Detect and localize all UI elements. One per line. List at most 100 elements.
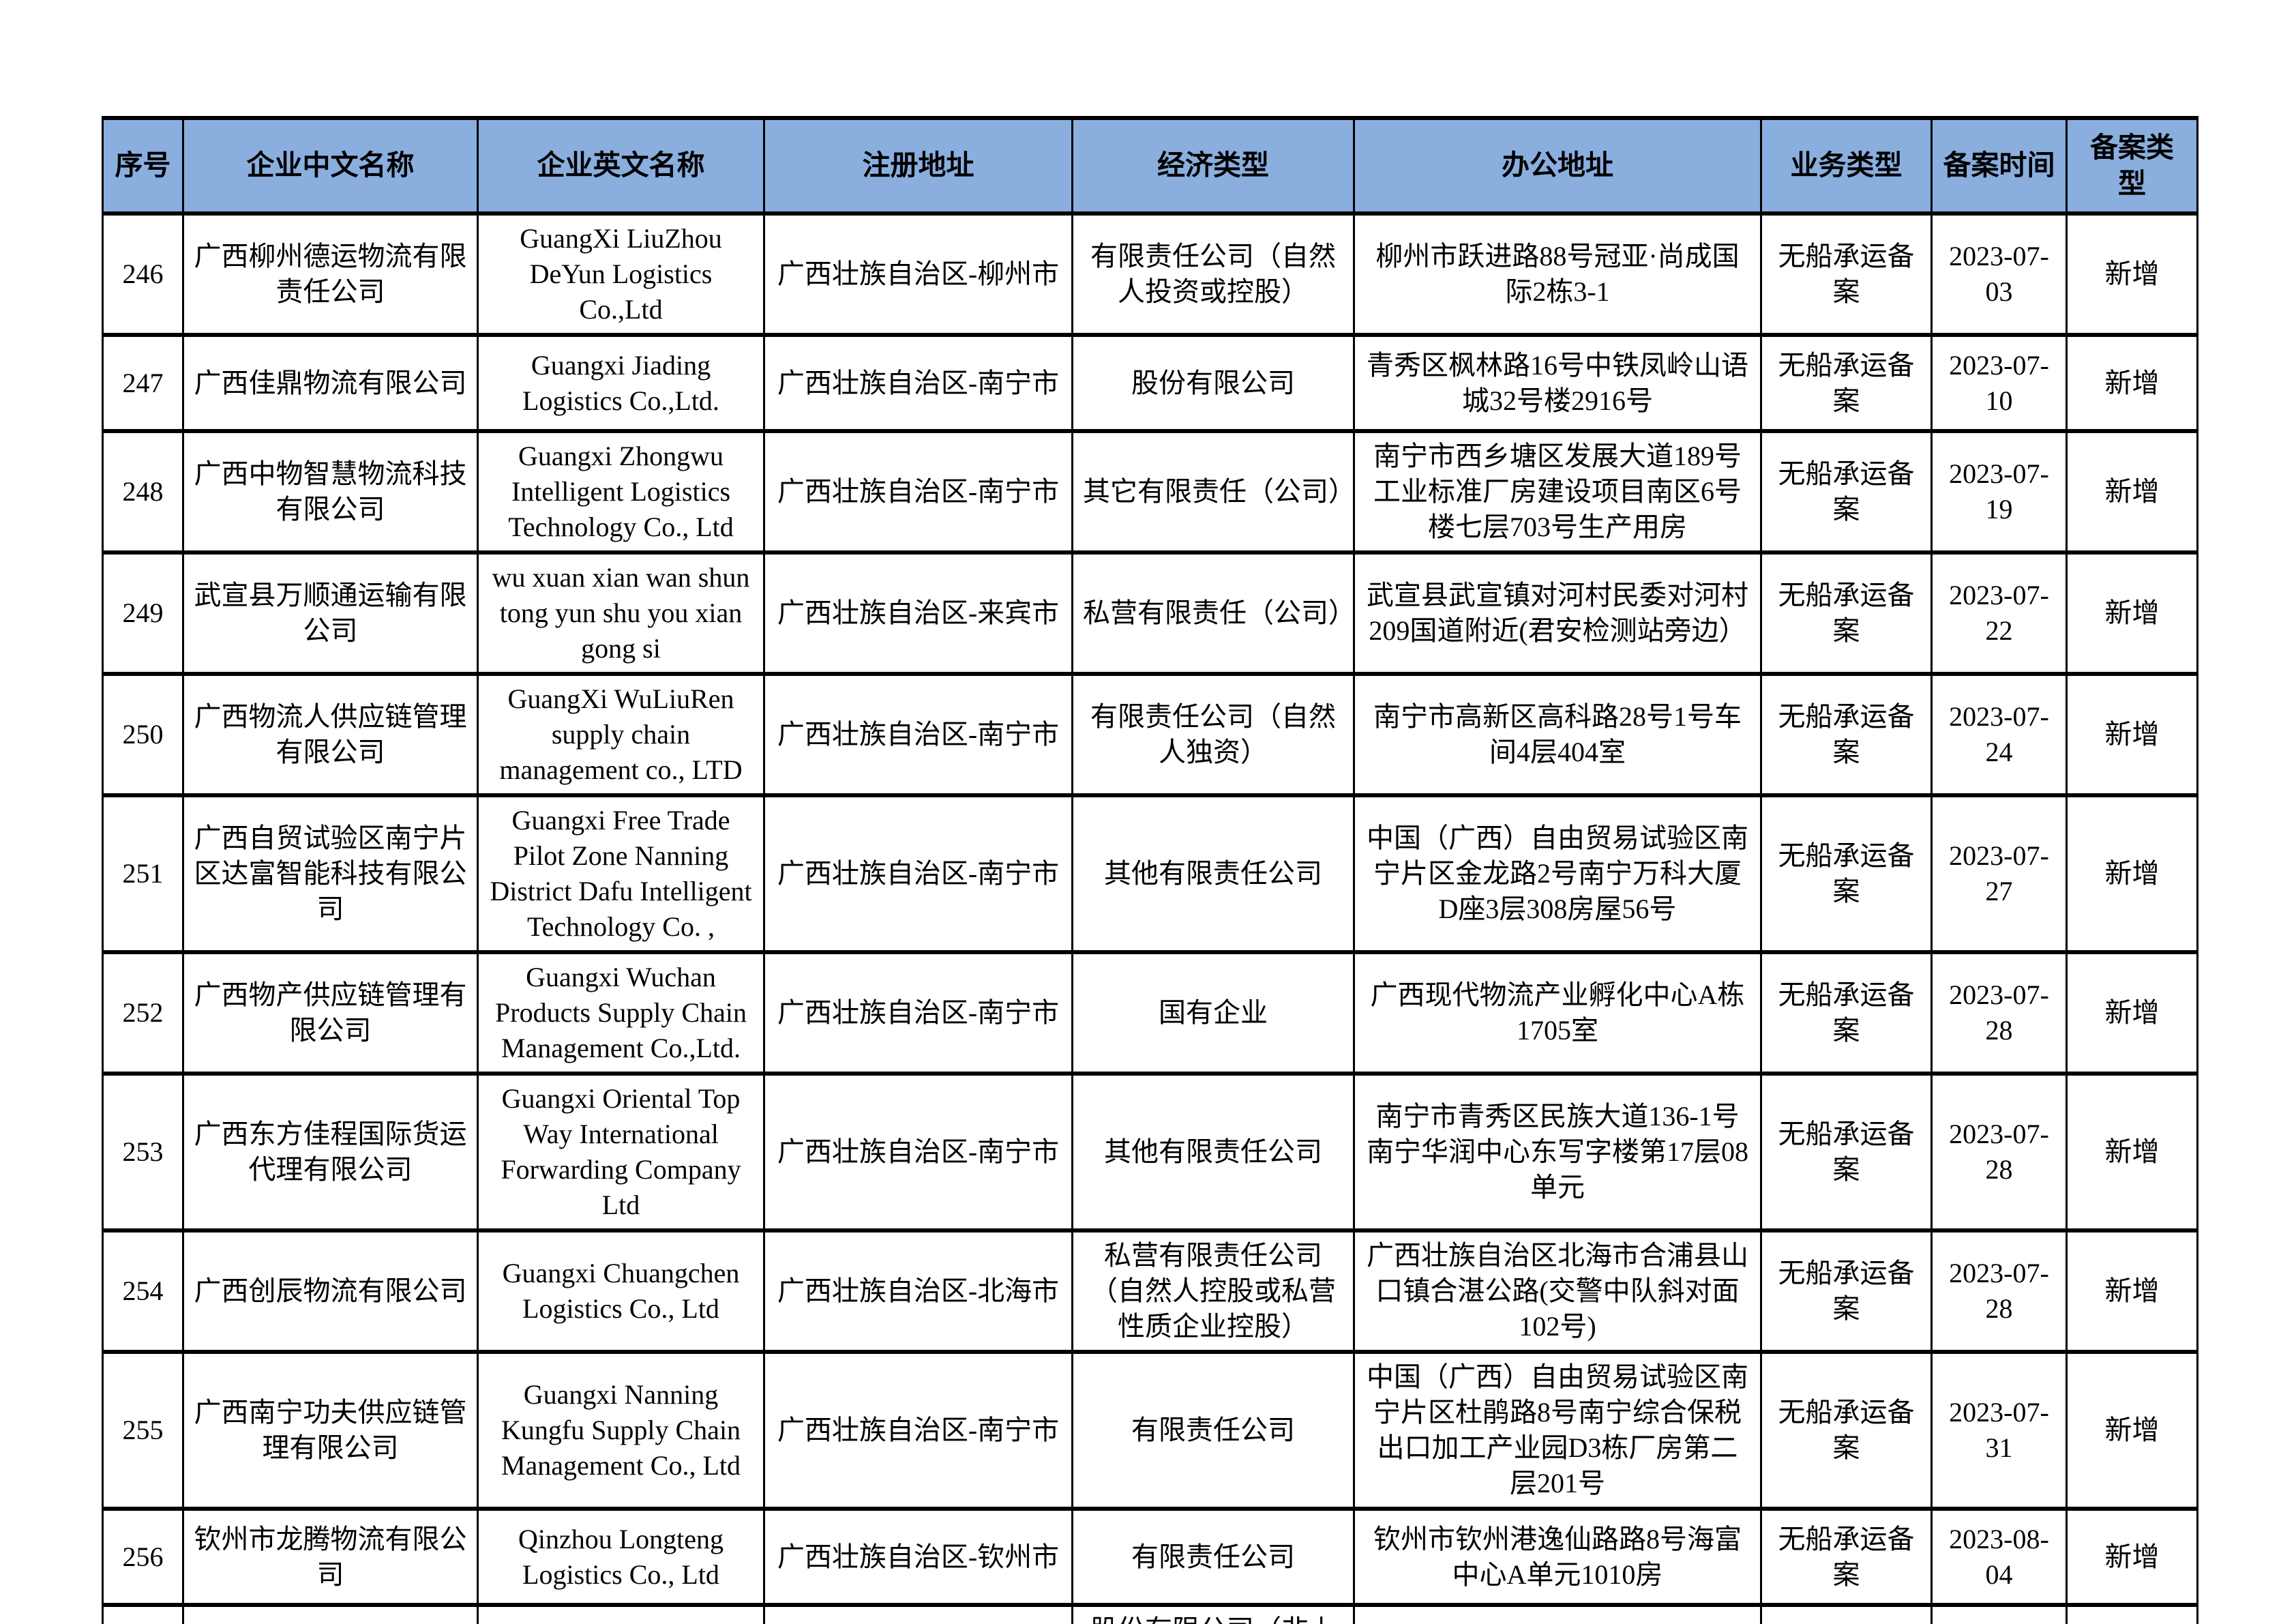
cell-economic-type: 有限责任公司（自然人投资或控股） [1071,211,1355,337]
table-row: 251 广西自贸试验区南宁片区达富智能科技有限公司 Guangxi Free Tra… [102,793,2198,954]
cell-business-type: 无船承运备案 [1760,793,1933,954]
cell-filing-date: 2023-07-27 [1930,793,2068,954]
cell-office-address: 钦州市钦州港逸仙路路8号海富中心A单元1010房 [1353,1507,1762,1607]
cell-office-address: 武宣县武宣镇对河村民委对河村209国道附近(君安检测站旁边） [1353,550,1762,676]
cell-business-type: 无船承运备案 [1760,1228,1933,1354]
column-header-office-address: 办公地址 [1353,116,1762,216]
company-registry-table-container: 序号 企业中文名称 企业英文名称 注册地址 经济类型 办公地址 业务类型 备案时间 备案类型 2… [102,116,2198,1624]
cell-filing-date: 2023-07-31 [1930,1350,2068,1511]
cell-company-en: GuangXi LiuZhou DeYun Logistics Co.,Ltd [477,211,765,337]
cell-company-en: Guangxi Nanning Kungfu Supply Chain Mana… [477,1350,765,1511]
cell-filing-type: 新增 [2066,1507,2198,1607]
column-header-registered-address: 注册地址 [763,116,1073,216]
cell-registered-address: 广西壮族自治区-柳州市 [763,211,1073,337]
cell-company-en: Guangxi Chuangchen Logistics Co., Ltd [477,1228,765,1354]
cell-registered-address: 广西壮族自治区-南宁市 [763,1603,1073,1624]
table-row: 252 广西物产供应链管理有限公司 Guangxi Wuchan Products … [102,950,2198,1076]
cell-registered-address: 广西壮族自治区-南宁市 [763,333,1073,433]
cell-registered-address: 广西壮族自治区-南宁市 [763,950,1073,1076]
cell-company-en: Guangxi Zhongwu Intelligent Logistics Te… [477,429,765,555]
cell-filing-type: 新增 [2066,1350,2198,1511]
table-row: 253 广西东方佳程国际货运代理有限公司 Guangxi Oriental Top … [102,1072,2198,1232]
cell-filing-type: 新增 [2066,1228,2198,1354]
cell-company-en: GuangXi WuLiuRen supply chain management… [477,672,765,797]
cell-economic-type: 其他有限责任公司 [1071,1072,1355,1232]
cell-business-type: 无船承运备案 [1760,672,1933,797]
cell-company-cn: 广西中物智慧物流科技有限公司 [182,429,479,555]
cell-business-type: 无船承运备案 [1760,333,1933,433]
cell-index: 249 [102,550,184,676]
cell-economic-type: 其它有限责任（公司） [1071,429,1356,555]
header-row: 序号 企业中文名称 企业英文名称 注册地址 经济类型 办公地址 业务类型 备案时间 备案类型 [102,116,2198,216]
cell-registered-address: 广西壮族自治区-来宾市 [763,550,1073,676]
table-row: 256 钦州市龙腾物流有限公司 Qinzhou Longteng Logistics… [102,1507,2198,1607]
cell-office-address: 南宁市青秀区东葛路118号南宁青秀万达广场西2栋2601号 [1353,1603,1762,1624]
table-row: 250 广西物流人供应链管理有限公司 GuangXi WuLiuRen supply… [102,672,2198,797]
cell-company-cn: 广西物流人供应链管理有限公司 [182,672,479,797]
cell-filing-type: 新增 [2066,211,2198,337]
cell-economic-type: 有限责任公司 [1071,1350,1355,1511]
cell-company-en: wu xuan xian wan shun tong yun shu you x… [477,550,765,676]
cell-index: 251 [102,793,184,954]
cell-company-en: Guangxi Jiading Logistics Co.,Ltd. [477,333,765,433]
table-row: 257南宁汇昇供应链有限公司Nanning Marka Logistics Co… [102,1603,2198,1624]
cell-office-address: 南宁市青秀区民族大道136-1号南宁华润中心东写字楼第17层08单元 [1353,1072,1762,1232]
cell-company-cn: 广西自贸试验区南宁片区达富智能科技有限公司 [182,793,479,954]
cell-company-en: Guangxi Wuchan Products Supply Chain Man… [477,950,765,1076]
cell-company-cn: 广西东方佳程国际货运代理有限公司 [182,1072,479,1232]
cell-filing-date: 2023-07-28 [1930,950,2068,1076]
cell-filing-date: 2023-08-04 [1930,1507,2068,1607]
table-body: 246 广西柳州德运物流有限责任公司 GuangXi LiuZhou DeYun L… [102,211,2198,1624]
cell-filing-date: 2023-07-28 [1930,1072,2068,1232]
cell-registered-address: 广西壮族自治区-钦州市 [763,1507,1073,1607]
cell-index: 256 [102,1507,184,1607]
column-header-index: 序号 [102,116,184,216]
cell-company-en: Guangxi Free Trade Pilot Zone Nanning Di… [477,793,765,954]
cell-business-type: 无船承运备案 [1760,1603,1933,1624]
cell-filing-type: 新增 [2066,333,2198,433]
cell-company-cn: 广西柳州德运物流有限责任公司 [182,211,479,337]
table-row: 249 武宣县万顺通运输有限公司 wu xuan xian wan shun ton… [102,550,2198,676]
cell-index: 253 [102,1072,184,1232]
cell-economic-type: 股份有限公司 [1071,333,1355,433]
table-header: 序号 企业中文名称 企业英文名称 注册地址 经济类型 办公地址 业务类型 备案时间 备案类型 [102,116,2198,216]
cell-filing-date: 2023-07-22 [1930,550,2068,676]
cell-office-address: 广西现代物流产业孵化中心A栋1705室 [1353,950,1762,1076]
cell-company-en: Guangxi Oriental Top Way International F… [477,1072,765,1232]
cell-office-address: 南宁市高新区高科路28号1号车间4层404室 [1353,672,1762,797]
cell-business-type: 无船承运备案 [1760,211,1933,337]
column-header-company-cn: 企业中文名称 [182,116,479,216]
cell-economic-type: 私营有限责任（公司） [1071,550,1356,676]
cell-registered-address: 广西壮族自治区-南宁市 [763,1072,1073,1232]
cell-company-cn: 广西物产供应链管理有限公司 [182,950,479,1076]
cell-index: 254 [102,1228,184,1354]
cell-economic-type: 有限责任公司 [1071,1507,1355,1607]
cell-company-en: Qinzhou Longteng Logistics Co., Ltd [477,1507,765,1607]
cell-registered-address: 广西壮族自治区-南宁市 [763,429,1073,555]
cell-filing-type: 新增 [2066,1072,2198,1232]
cell-registered-address: 广西壮族自治区-南宁市 [763,1350,1073,1511]
cell-filing-type: 新增 [2066,672,2198,797]
cell-filing-type: 新增 [2066,950,2198,1076]
table-row: 255 广西南宁功夫供应链管理有限公司 Guangxi Nanning Kungfu… [102,1350,2198,1511]
cell-filing-date: 2023-07-10 [1930,333,2068,433]
cell-economic-type: 私营有限责任公司（自然人控股或私营性质企业控股） [1071,1228,1355,1354]
cell-business-type: 无船承运备案 [1760,950,1933,1076]
column-header-company-en: 企业英文名称 [477,116,765,216]
cell-index: 255 [102,1350,184,1511]
cell-filing-date: 2023-07-03 [1930,211,2068,337]
cell-company-en: Nanning Marka Logistics Co.,Ltd [477,1603,765,1624]
column-header-economic-type: 经济类型 [1071,116,1355,216]
cell-office-address: 南宁市西乡塘区发展大道189号工业标准厂房建设项目南区6号楼七层703号生产用房 [1353,429,1762,555]
cell-business-type: 无船承运备案 [1760,1350,1933,1511]
cell-filing-type: 新增 [2066,429,2198,555]
cell-filing-date: 2023-07-19 [1930,429,2068,555]
cell-filing-type: 新增 [2066,1603,2198,1624]
cell-economic-type: 股份有限公司（非上市、自然人投资或控股） [1071,1603,1355,1624]
cell-index: 247 [102,333,184,433]
cell-company-cn: 武宣县万顺通运输有限公司 [182,550,479,676]
company-registry-table: 序号 企业中文名称 企业英文名称 注册地址 经济类型 办公地址 业务类型 备案时间 备案类型 2… [102,116,2198,1624]
cell-economic-type: 其他有限责任公司 [1071,793,1355,954]
cell-economic-type: 国有企业 [1071,950,1355,1076]
table-row: 247 广西佳鼎物流有限公司 Guangxi Jiading Logistics C… [102,333,2198,433]
